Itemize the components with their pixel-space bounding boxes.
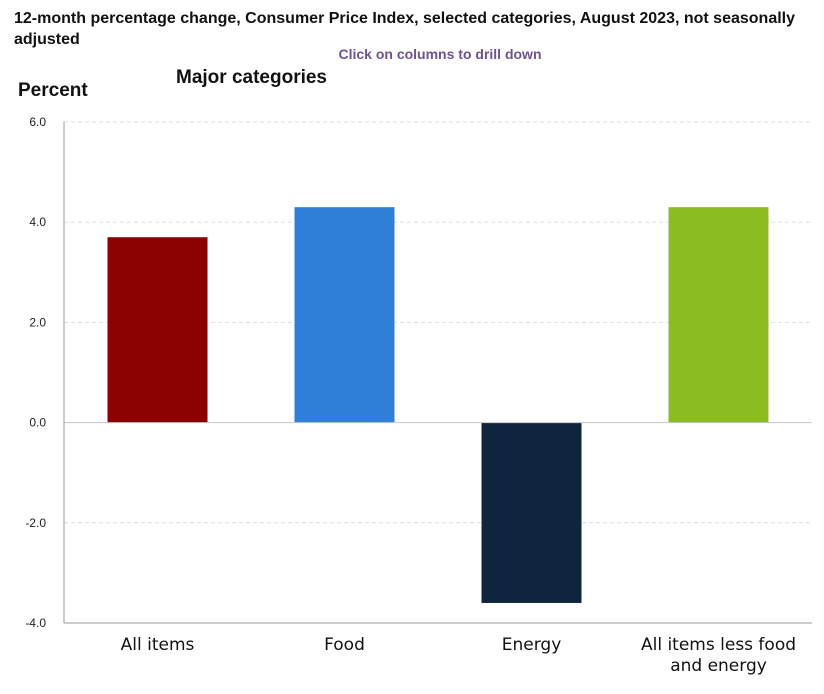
y-tick-label: -4.0: [25, 616, 46, 630]
y-axis-ticks: 6.0 4.0 2.0 0.0 -2.0 -4.0: [25, 115, 46, 630]
category-label: Energy: [502, 635, 562, 655]
bar-all-items[interactable]: [107, 237, 208, 423]
bars: [107, 207, 769, 603]
y-axis-label: Percent: [18, 80, 88, 101]
bar-food[interactable]: [294, 207, 395, 423]
category-labels: All items Food Energy All items less foodan…: [121, 635, 796, 676]
category-label: All items less food: [641, 635, 796, 655]
y-tick-label: 2.0: [29, 315, 46, 329]
axes: [63, 122, 812, 624]
y-tick-label: 0.0: [29, 416, 46, 430]
category-label: Food: [324, 635, 365, 655]
category-label: All items: [121, 635, 195, 655]
bar-energy[interactable]: [481, 422, 582, 603]
chart-title: 12-month percentage change, Consumer Pri…: [14, 10, 795, 48]
bar-all-items-less-food-and-energy[interactable]: [668, 207, 769, 423]
y-tick-label: 4.0: [29, 215, 46, 229]
chart-subtitle: Major categories: [176, 67, 327, 88]
drill-down-hint: Click on columns to drill down: [338, 46, 542, 62]
y-tick-label: -2.0: [25, 516, 46, 530]
category-label: and energy: [670, 656, 767, 676]
y-tick-label: 6.0: [29, 115, 46, 129]
